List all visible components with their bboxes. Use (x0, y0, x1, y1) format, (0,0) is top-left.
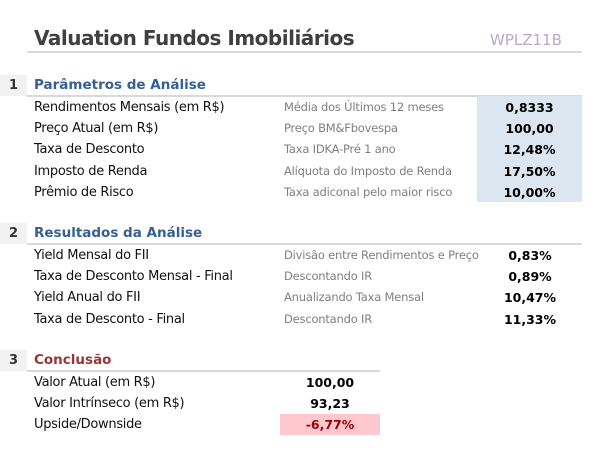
row-value[interactable]: 0,8333 (505, 100, 554, 115)
row-description: Preço BM&Fbovespa (284, 121, 398, 136)
title-divider (27, 51, 582, 53)
section-2-number: 2 (0, 223, 27, 244)
row-description: Descontando IR (284, 311, 372, 326)
row-label: Valor Intrínseco (em R$) (34, 396, 185, 412)
input-cells[interactable] (477, 96, 582, 202)
section-2-title: Resultados da Análise (34, 225, 203, 241)
row-value[interactable]: 12,48% (503, 142, 556, 158)
row-value[interactable]: 10,47% (503, 290, 557, 306)
row-label: Taxa de Desconto - Final (34, 311, 185, 327)
row-description: Taxa adiconal pelo maior risco (284, 184, 453, 199)
page-title: Valuation Fundos Imobiliários (34, 26, 355, 50)
section-2-divider (27, 243, 582, 245)
section-3-divider (27, 370, 380, 372)
row-description: Anualizando Taxa Mensal (284, 290, 424, 305)
row-label: Upside/Downside (34, 417, 142, 433)
row-description: Média dos Últimos 12 meses (284, 100, 444, 114)
row-description: Descontando IR (284, 269, 372, 284)
row-label: Imposto de Renda (34, 163, 148, 179)
row-value[interactable]: 0,83% (508, 248, 552, 263)
row-value[interactable]: 100,00 (305, 375, 355, 390)
section-1-number: 1 (0, 75, 27, 96)
row-label: Taxa de Desconto (34, 142, 145, 158)
row-value[interactable]: -6,77% (305, 417, 355, 433)
ticker: WPLZ11B (490, 31, 562, 49)
row-description: Taxa IDKA-Pré 1 ano (284, 142, 396, 157)
row-value[interactable]: 93,23 (310, 396, 350, 412)
row-label: Yield Mensal do FII (34, 248, 149, 263)
section-1-divider (27, 95, 582, 97)
row-label: Prêmio de Risco (34, 184, 134, 200)
row-value[interactable]: 0,89% (508, 269, 552, 285)
row-label: Valor Atual (em R$) (34, 375, 156, 390)
row-label: Preço Atual (em R$) (34, 121, 159, 137)
row-label: Rendimentos Mensais (em R$) (34, 100, 225, 115)
upside-highlight (280, 414, 380, 435)
row-value[interactable]: 100,00 (505, 121, 554, 137)
section-1-title: Parâmetros de Análise (34, 77, 206, 93)
row-description: Divisão entre Rendimentos e Preço (284, 248, 479, 262)
row-value[interactable]: 10,00% (503, 184, 556, 200)
section-3-number: 3 (0, 350, 27, 371)
row-value[interactable]: 17,50% (503, 163, 556, 179)
row-label: Yield Anual do FII (34, 290, 141, 306)
section-3-title: Conclusão (34, 352, 112, 368)
row-value[interactable]: 11,33% (503, 311, 557, 327)
row-description: Alíquota do Imposto de Renda (284, 163, 452, 178)
row-label: Taxa de Desconto Mensal - Final (34, 269, 233, 285)
